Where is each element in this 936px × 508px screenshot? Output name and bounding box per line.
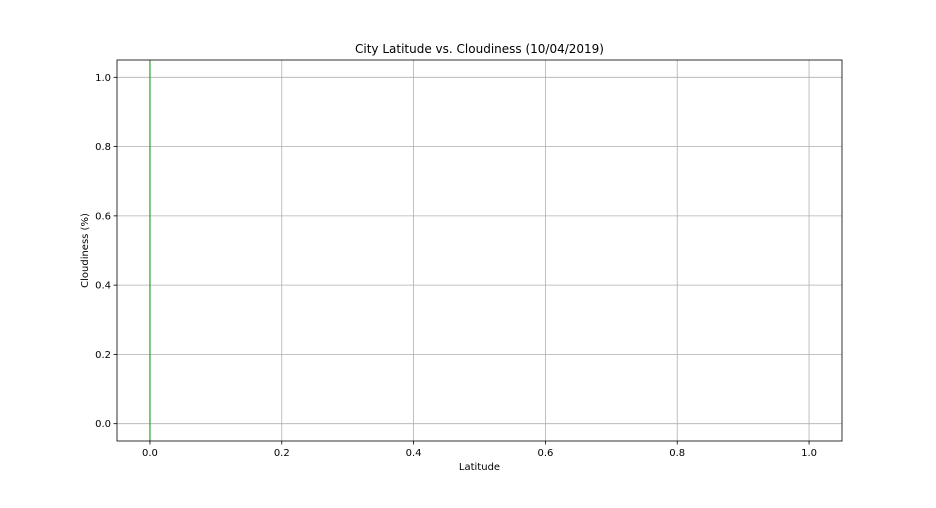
y-tick-label: 0.2	[95, 350, 111, 361]
y-tick-label: 1.0	[95, 73, 111, 84]
y-tick-label: 0.8	[95, 142, 111, 153]
x-tick-label: 0.8	[669, 448, 685, 459]
y-tick-label: 0.0	[95, 419, 111, 430]
plot-area-frame	[116, 59, 843, 442]
x-tick-label: 0.4	[406, 448, 422, 459]
x-tick-label: 0.0	[142, 448, 158, 459]
grid	[117, 60, 842, 441]
x-tick-label: 0.6	[537, 448, 553, 459]
chart-title: City Latitude vs. Cloudiness (10/04/2019…	[355, 42, 604, 56]
axis-ticks: 0.0 0.2 0.4 0.6 0.8 1.0 0.0 0.2 0.4 0.6 0.8 1.0	[95, 73, 817, 459]
x-tick-label: 1.0	[801, 448, 817, 459]
x-axis-label: Latitude	[459, 462, 500, 473]
x-tick-label: 0.2	[274, 448, 290, 459]
y-tick-label: 0.6	[95, 211, 111, 222]
y-axis-label: Cloudiness (%)	[80, 213, 91, 288]
y-tick-label: 0.4	[95, 281, 111, 292]
